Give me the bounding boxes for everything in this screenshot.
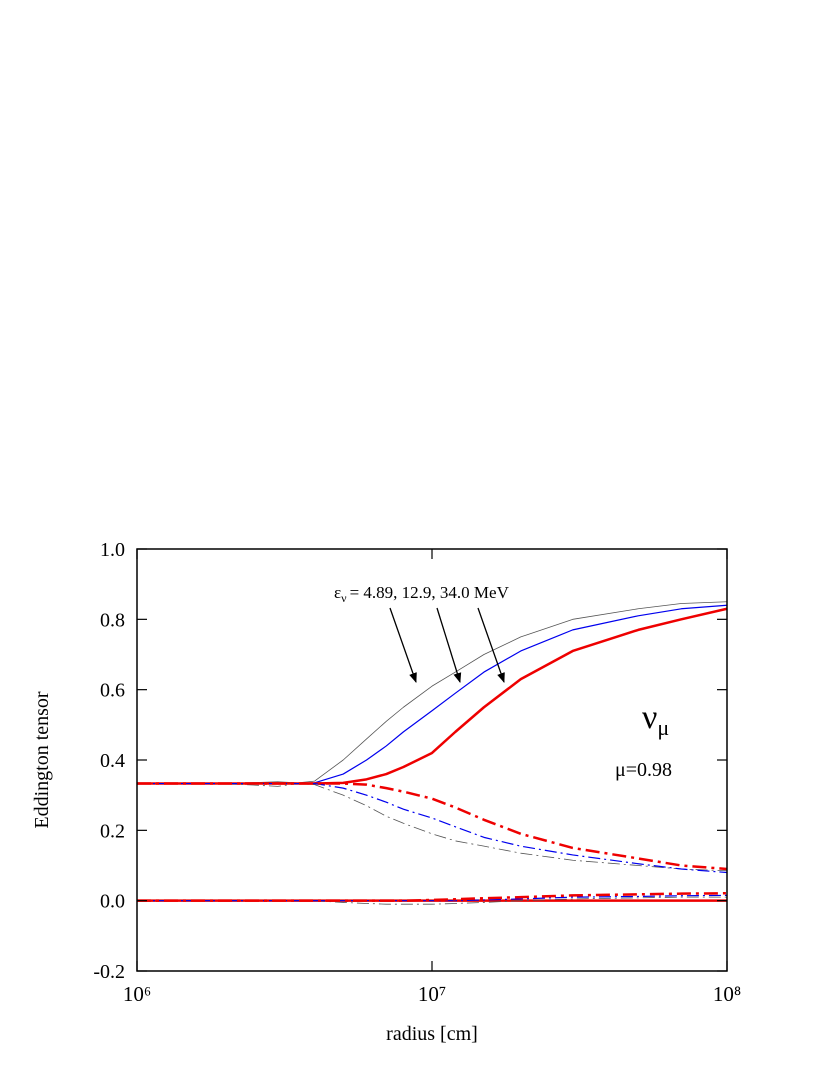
flavor-label: νμ xyxy=(642,699,669,740)
flavor-subscript: μ xyxy=(657,715,669,740)
plot-area xyxy=(137,601,728,905)
y-tick-label: -0.2 xyxy=(93,961,125,983)
arrow xyxy=(436,607,462,683)
x-tick-label: 10⁶ xyxy=(123,982,151,1006)
series-line xyxy=(137,783,728,872)
energy-text: = 4.89, 12.9, 34.0 MeV xyxy=(350,583,510,602)
series-line xyxy=(137,782,728,871)
arrow xyxy=(477,607,505,683)
y-tick-label: 0.0 xyxy=(100,891,125,913)
energy-subscript: ν xyxy=(341,591,347,605)
series-line xyxy=(137,607,728,785)
series-line xyxy=(137,894,728,902)
x-tick-label: 10⁸ xyxy=(713,982,741,1006)
x-tick-label: 10⁷ xyxy=(418,982,446,1006)
arrow xyxy=(389,607,417,683)
series-line xyxy=(137,604,728,785)
x-axis-label: radius [cm] xyxy=(386,1023,478,1045)
y-tick-label: 0.6 xyxy=(100,680,125,702)
y-axis-label: Eddington tensor xyxy=(31,691,53,829)
y-tick-label: 0.2 xyxy=(100,820,125,842)
y-tick-label: 0.4 xyxy=(100,750,125,772)
energy-symbol: ε xyxy=(334,583,341,602)
series-line xyxy=(137,896,727,905)
y-tick-label: 0.8 xyxy=(100,609,125,631)
mu-label: μ=0.98 xyxy=(615,759,672,781)
series-line xyxy=(137,782,728,874)
energy-annotation: εν = 4.89, 12.9, 34.0 MeV xyxy=(334,583,510,605)
y-tick-label: 1.0 xyxy=(100,539,125,561)
flavor-symbol: ν xyxy=(642,699,657,736)
